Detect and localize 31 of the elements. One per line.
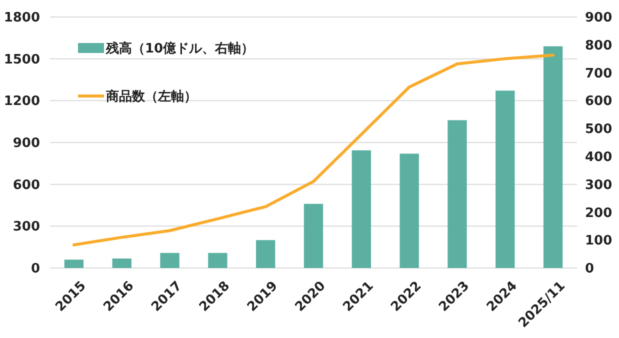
bar: [543, 46, 563, 268]
bar: [352, 150, 371, 268]
y2-tick-label: 300: [585, 178, 612, 193]
bar: [304, 204, 324, 268]
y2-tick-label: 700: [585, 66, 612, 82]
bar: [256, 240, 276, 268]
legend-label: 残高（10億ドル、右軸）: [105, 40, 254, 57]
y2-tick-label: 100: [585, 234, 612, 249]
y2-tick-label: 500: [585, 122, 612, 138]
bar: [112, 258, 132, 268]
bar: [64, 260, 84, 268]
bar: [208, 252, 228, 268]
bar: [496, 90, 515, 268]
y2-tick-label: 800: [585, 38, 612, 54]
y-tick-label: 600: [12, 178, 40, 193]
y-tick-label: 1200: [4, 94, 40, 110]
legend-label: 商品数（左軸）: [105, 88, 197, 105]
y2-tick-label: 600: [585, 94, 612, 110]
bar: [160, 252, 180, 268]
y-tick-label: 900: [12, 136, 40, 152]
y-tick-label: 1800: [4, 10, 40, 26]
y2-tick-label: 200: [585, 206, 612, 221]
y2-tick-label: 400: [585, 150, 612, 165]
bar: [448, 120, 467, 268]
y-tick-label: 0: [30, 262, 40, 277]
line-series: [72, 54, 555, 246]
y-tick-label: 300: [12, 220, 40, 235]
bar: [400, 154, 419, 268]
y2-tick-label: 0: [585, 262, 594, 277]
y-tick-label: 1500: [4, 52, 40, 68]
y2-tick-label: 900: [585, 10, 612, 26]
